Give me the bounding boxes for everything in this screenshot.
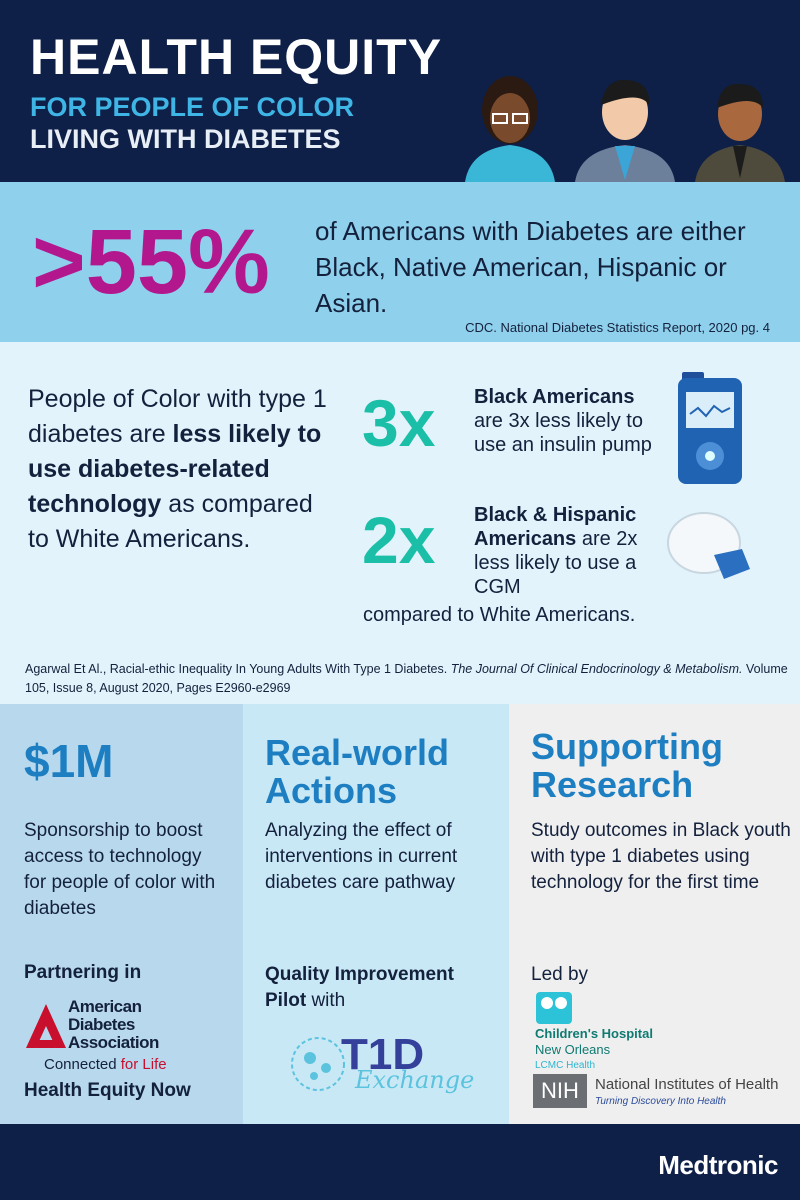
t1d-exchange-globe-icon (291, 1037, 345, 1091)
initiative-name: Health Equity Now (24, 1080, 191, 1101)
logo-line: American (68, 997, 142, 1016)
logo-line: Diabetes (68, 1015, 135, 1034)
column-heading: Supporting Research (531, 726, 723, 805)
partner-text: with (306, 990, 346, 1011)
exchange-logo-text: Exchange (355, 1066, 475, 1094)
logo-line: New Orleans (535, 1042, 611, 1057)
partner-label: Led by (531, 964, 589, 985)
nih-name: National Institutes of Health (595, 1076, 779, 1093)
stat-value: >55% (32, 211, 270, 313)
technology-lead: People of Color with type 1 diabetes are… (28, 382, 328, 557)
group-label: Black Americans (474, 386, 635, 408)
logo-line: LCMC Health (535, 1060, 596, 1071)
nih-tagline: Turning Discovery Into Health (595, 1096, 726, 1107)
comparison-text: compared to White Americans. (363, 604, 636, 626)
column-supporting-research: Supporting Research Study outcomes in Bl… (509, 704, 800, 1124)
statistic-band (0, 182, 800, 342)
partner-label: Quality Improvement Pilot with (265, 962, 495, 1014)
ada-logo-icon (26, 1004, 66, 1048)
page-title: HEALTH EQUITY (30, 29, 443, 85)
column-heading: $1M (24, 735, 114, 787)
item-text: are 3x less likely to use an insulin pum… (474, 410, 652, 456)
lead-text: as compared to White Americans. (28, 490, 313, 553)
partner-label: Partnering in (24, 962, 142, 983)
nih-logo-mark: NIH (533, 1074, 587, 1108)
medtronic-logo: Medtronic (658, 1150, 778, 1180)
lead-text: People of Color with type 1 diabetes are (28, 385, 327, 448)
citation-text: Agarwal Et Al., Racial-ethic Inequality … (25, 662, 451, 676)
technology-section (0, 342, 800, 704)
footer-bar: Medtronic (0, 1124, 800, 1200)
header-banner: HEALTH EQUITY FOR PEOPLE OF COLOR LIVING… (0, 0, 800, 182)
column-sponsorship: $1M Sponsorship to boost access to techn… (0, 704, 243, 1124)
tagline-accent: for Life (120, 1056, 167, 1073)
column-body: Sponsorship to boost access to technolog… (24, 820, 216, 919)
ada-logo-text: American Diabetes Association (68, 998, 159, 1052)
column-heading: Real-world Actions (265, 732, 450, 811)
item-text: are 2x less likely to use a CGM (474, 528, 638, 598)
t1d-logo-text: T1D (341, 1030, 425, 1079)
citation-journal: The Journal Of Clinical Endocrinology & … (450, 662, 743, 676)
group-label: Black & Hispanic Americans (474, 504, 637, 550)
subtitle: FOR PEOPLE OF COLOR (30, 92, 355, 122)
childrens-hospital-logo-text: Children's Hospital New Orleans LCMC Healt… (535, 1026, 653, 1074)
stat-source: CDC. National Diabetes Statistics Report… (465, 320, 770, 335)
stat-item: Black Americans are 3x less likely to use… (474, 385, 654, 457)
stat-item: Black & Hispanic Americans are 2x less l… (474, 503, 664, 599)
multiplier: 3x (362, 386, 436, 460)
insulin-pump-icon (678, 372, 742, 484)
lead-bold: less likely to use diabetes-related tech… (28, 420, 322, 518)
citation: Agarwal Et Al., Racial-ethic Inequality … (25, 660, 800, 698)
column-body: Study outcomes in Black youth with type … (531, 820, 791, 893)
logo-line: Association (68, 1033, 159, 1052)
childrens-hospital-logo-icon (536, 992, 572, 1024)
logo-line: Children's Hospital (535, 1026, 653, 1041)
column-real-world-actions: Real-world Actions Analyzing the effect … (243, 704, 509, 1124)
people-illustration-icon (465, 76, 785, 182)
multiplier: 2x (362, 503, 436, 577)
tagline-text: Connected (44, 1056, 121, 1073)
stat-text: of Americans with Diabetes are either Bl… (315, 216, 746, 318)
ada-tagline: Connected for Life (44, 1056, 167, 1073)
subtitle: LIVING WITH DIABETES (30, 124, 341, 154)
citation-text: Volume 105, Issue 8, August 2020, Pages … (25, 662, 788, 695)
column-body: Analyzing the effect of interventions in… (265, 820, 458, 893)
partner-bold: Quality Improvement Pilot (265, 964, 454, 1011)
cgm-sensor-icon (667, 512, 750, 579)
